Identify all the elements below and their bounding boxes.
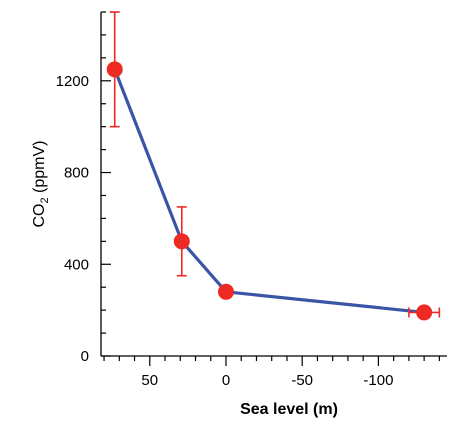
data-point <box>416 304 433 321</box>
tick-labels: 0 400 800 1200 50 0 -50 -100 <box>56 73 394 389</box>
data-point <box>106 61 123 78</box>
y-axis-title-sub: 2 <box>39 197 51 203</box>
y-axis-title-main: CO <box>31 204 48 228</box>
y-tick-label: 400 <box>64 256 89 273</box>
data-point <box>173 233 190 250</box>
y-axis-title: CO2 (ppmV) <box>31 140 51 227</box>
y-axis-title-tail: (ppmV) <box>31 140 48 197</box>
x-tick-label: -50 <box>291 372 313 389</box>
x-tick-label: 50 <box>141 372 158 389</box>
x-tick-label: 0 <box>222 372 230 389</box>
y-tick-label: 0 <box>81 348 89 365</box>
x-tick-label: -100 <box>363 372 393 389</box>
data-point <box>217 283 234 300</box>
axis-ticks <box>101 11 440 366</box>
y-tick-label: 800 <box>64 165 89 182</box>
series-line <box>113 68 425 315</box>
axes <box>100 12 447 357</box>
plot-area <box>106 11 441 321</box>
x-axis-title: Sea level (m) <box>240 401 338 418</box>
y-tick-label: 1200 <box>56 73 89 90</box>
